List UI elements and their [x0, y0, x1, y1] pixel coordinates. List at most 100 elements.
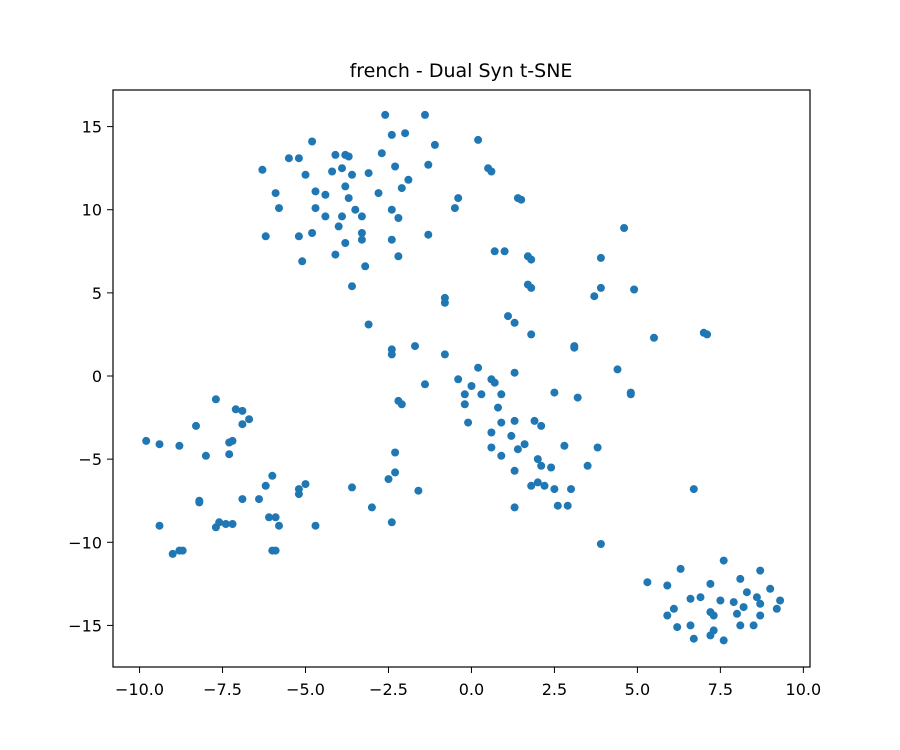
scatter-point: [620, 224, 629, 232]
scatter-point: [716, 596, 725, 605]
scatter-point: [311, 204, 320, 213]
scatter-point: [477, 390, 486, 399]
scatter-point: [583, 461, 592, 470]
scatter-point: [709, 611, 718, 620]
scatter-point: [424, 160, 433, 169]
scatter-point: [736, 574, 745, 583]
scatter-point: [421, 380, 429, 389]
scatter-point: [527, 330, 536, 339]
scatter-point: [394, 214, 403, 222]
scatter-point: [570, 343, 579, 352]
scatter-point: [590, 292, 599, 301]
y-tick-label: 5: [92, 284, 102, 303]
scatter-point: [265, 513, 273, 522]
scatter-point: [630, 285, 639, 294]
scatter-point: [258, 165, 267, 174]
scatter-point: [311, 187, 320, 196]
scatter-point: [553, 501, 562, 510]
scatter-point: [344, 152, 353, 161]
scatter-point: [510, 416, 519, 425]
scatter-point: [308, 137, 317, 146]
scatter-point: [294, 490, 303, 499]
scatter-point: [706, 579, 715, 588]
scatter-point: [560, 441, 569, 450]
scatter-point: [271, 546, 280, 555]
scatter-point: [178, 546, 187, 555]
scatter-point: [364, 320, 373, 329]
scatter-point: [573, 393, 582, 402]
scatter-point: [742, 588, 751, 597]
scatter-point: [567, 485, 575, 494]
scatter-point: [550, 388, 559, 397]
scatter-point: [387, 235, 396, 244]
scatter-point: [211, 523, 220, 532]
scatter-point: [421, 110, 429, 119]
scatter-point: [211, 395, 220, 404]
scatter-point: [686, 594, 695, 603]
scatter-point: [357, 235, 366, 244]
x-tick-label: 2.5: [542, 680, 567, 699]
scatter-point: [537, 461, 546, 470]
scatter-point: [650, 333, 658, 342]
scatter-point: [749, 621, 758, 630]
x-tick-label: −7.5: [203, 680, 242, 699]
scatter-point: [613, 365, 622, 374]
scatter-point: [155, 440, 164, 449]
scatter-point: [669, 604, 678, 613]
x-tick-label: 10.0: [786, 680, 822, 699]
scatter-point: [298, 257, 307, 266]
y-tick-label: 15: [82, 118, 102, 137]
scatter-point: [563, 501, 572, 510]
scatter-point: [308, 229, 317, 237]
scatter-point: [238, 420, 247, 429]
y-tick-label: −5: [78, 450, 102, 469]
scatter-point: [394, 252, 403, 261]
scatter-point: [497, 390, 506, 399]
scatter-point: [261, 232, 270, 241]
scatter-point: [364, 169, 373, 178]
scatter-point: [221, 520, 230, 528]
scatter-point: [460, 390, 469, 399]
scatter-point: [719, 556, 728, 565]
scatter-point: [663, 611, 672, 620]
scatter-point: [487, 167, 496, 176]
scatter-point: [474, 135, 483, 144]
scatter-point: [271, 513, 280, 522]
scatter-point: [401, 129, 410, 138]
scatter-point: [338, 164, 346, 173]
scatter-point: [397, 184, 406, 193]
scatter-point: [474, 363, 483, 372]
scatter-point: [626, 390, 635, 399]
points-layer: [142, 110, 785, 645]
scatter-point: [424, 230, 433, 239]
scatter-point: [517, 195, 526, 204]
scatter-point: [663, 581, 672, 590]
scatter-point: [255, 495, 263, 504]
scatter-point: [357, 212, 366, 221]
x-tick-label: −2.5: [369, 680, 408, 699]
scatter-point: [231, 405, 240, 414]
scatter-point: [321, 190, 330, 199]
scatter-point: [736, 621, 745, 630]
y-tick-label: 0: [92, 367, 102, 386]
scatter-point: [201, 451, 210, 460]
scatter-point: [391, 468, 400, 477]
scatter-point: [338, 212, 346, 221]
scatter-point: [487, 443, 496, 452]
x-tick-label: −10.0: [115, 680, 164, 699]
scatter-point: [275, 204, 283, 213]
scatter-point: [391, 162, 400, 171]
scatter-point: [527, 255, 536, 264]
scatter-point: [268, 471, 277, 480]
scatter-point: [381, 110, 390, 119]
scatter-point: [467, 382, 476, 390]
scatter-point: [384, 475, 393, 484]
scatter-point: [301, 480, 310, 489]
scatter-point: [547, 463, 556, 472]
scatter-point: [225, 438, 234, 447]
scatter-point: [527, 283, 536, 292]
scatter-point: [596, 283, 605, 292]
scatter-point: [387, 130, 396, 139]
scatter-point: [301, 170, 310, 179]
